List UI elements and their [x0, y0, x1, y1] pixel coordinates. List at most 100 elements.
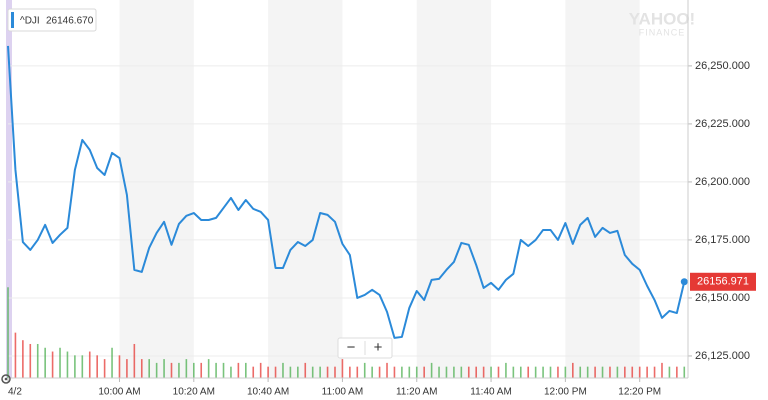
x-tick-label: 10:40 AM	[247, 387, 289, 398]
y-tick-label: 26,175.000	[695, 234, 750, 246]
volume-bar	[66, 351, 69, 378]
volume-bar	[148, 359, 151, 378]
background	[119, 0, 640, 378]
x-tick-label: 12:00 PM	[544, 387, 587, 398]
volume-bar	[401, 366, 403, 378]
volume-bar	[103, 359, 106, 378]
volume-bar	[557, 366, 559, 378]
volume-bar	[96, 355, 98, 378]
gear-center[interactable]	[4, 377, 8, 381]
volume-bar	[631, 366, 634, 378]
zoom-in[interactable]: +	[374, 339, 383, 356]
y-tick-label: 26,125.000	[695, 350, 750, 362]
volume-bar	[490, 366, 492, 378]
x-tick-label: 4/2	[8, 387, 22, 398]
price-line-group	[7, 45, 688, 339]
volume-bar	[7, 287, 9, 378]
volume-bar	[482, 366, 485, 378]
volume-bar	[88, 351, 91, 378]
volume-bar	[341, 359, 344, 378]
x-tick-label: 11:40 AM	[470, 387, 512, 398]
volume-bar	[304, 362, 307, 378]
volume-bar	[415, 366, 418, 378]
volume-bar	[378, 366, 381, 378]
legend: ^DJI 26146.670	[7, 8, 97, 32]
volume-bar	[512, 366, 515, 378]
volume-bar	[586, 366, 589, 378]
volume-bar	[638, 366, 641, 378]
volume-bar	[564, 366, 567, 378]
volume-bar	[170, 362, 173, 378]
volume-bar	[661, 362, 663, 378]
gear[interactable]	[1, 374, 11, 384]
volume-bar	[676, 366, 678, 378]
volume-bar	[505, 362, 507, 378]
price-line	[7, 45, 686, 339]
volume-bar	[252, 366, 255, 378]
settings-icon[interactable]	[1, 374, 11, 384]
volume-bar	[683, 366, 686, 378]
volume-bar	[36, 343, 39, 378]
legend-name: ^DJI	[20, 16, 40, 27]
volume-bar	[267, 366, 269, 378]
volume-bars	[7, 287, 686, 378]
watermark: YAHOO!	[629, 9, 695, 28]
volume-bar	[393, 366, 396, 378]
volume-bar	[386, 362, 388, 378]
x-tick-label: 11:00 AM	[322, 387, 364, 398]
volume-bar	[74, 355, 76, 378]
volume-bar	[467, 366, 470, 378]
volume-bar	[237, 362, 240, 378]
volume-bar	[371, 366, 373, 378]
volume-bar	[111, 347, 113, 378]
volume-bar	[44, 347, 46, 378]
volume-bar	[624, 366, 626, 378]
volume-bar	[616, 366, 619, 378]
volume-bar	[22, 340, 24, 378]
volume-bar	[192, 362, 195, 378]
volume-bar	[185, 359, 188, 378]
volume-bar	[497, 366, 500, 378]
volume-bar	[453, 366, 455, 378]
volume-bar	[334, 366, 336, 378]
volume-bar	[230, 366, 232, 378]
volume-bar	[542, 366, 544, 378]
zoom-out[interactable]: −	[347, 339, 356, 356]
volume-bar	[594, 366, 596, 378]
x-tick-label: 11:20 AM	[396, 387, 438, 398]
volume-bar	[14, 332, 17, 378]
volume-bar	[349, 366, 351, 378]
premarket-band	[6, 0, 12, 378]
last-price-box	[690, 272, 756, 291]
watermark: FINANCE	[639, 27, 686, 37]
x-tick-label: 10:20 AM	[173, 387, 215, 398]
volume-bar	[438, 366, 440, 378]
volume-bar	[118, 355, 121, 378]
x-tick-label: 10:00 AM	[98, 387, 140, 398]
volume-bar	[609, 366, 611, 378]
volume-bar	[363, 362, 366, 378]
volume-bar	[178, 362, 180, 378]
volume-bar	[297, 366, 299, 378]
volume-bar	[282, 362, 284, 378]
volume-bar	[430, 362, 433, 378]
volume-bar	[423, 366, 425, 378]
volume-bar	[140, 359, 143, 378]
volume-bar	[207, 359, 210, 378]
volume-bar	[572, 362, 574, 378]
volume-bar	[326, 366, 329, 378]
volume-bar	[668, 366, 671, 378]
y-tick-label: 26,200.000	[695, 176, 750, 188]
volume-bar	[534, 366, 537, 378]
volume-bar	[133, 343, 136, 378]
time-band	[416, 0, 492, 378]
volume-bar	[59, 347, 61, 378]
last-price-label: 26156.971	[697, 276, 749, 288]
volume-bar	[51, 351, 54, 378]
zoom-controls: − +	[337, 337, 393, 359]
last-point	[680, 278, 688, 286]
y-tick-label: 26,250.000	[695, 60, 750, 72]
volume-bar	[200, 362, 203, 378]
axes: 4/2 10:00 AM 10:20 AM 10:40 AM 11:00 AM 11:20…	[7, 0, 756, 398]
